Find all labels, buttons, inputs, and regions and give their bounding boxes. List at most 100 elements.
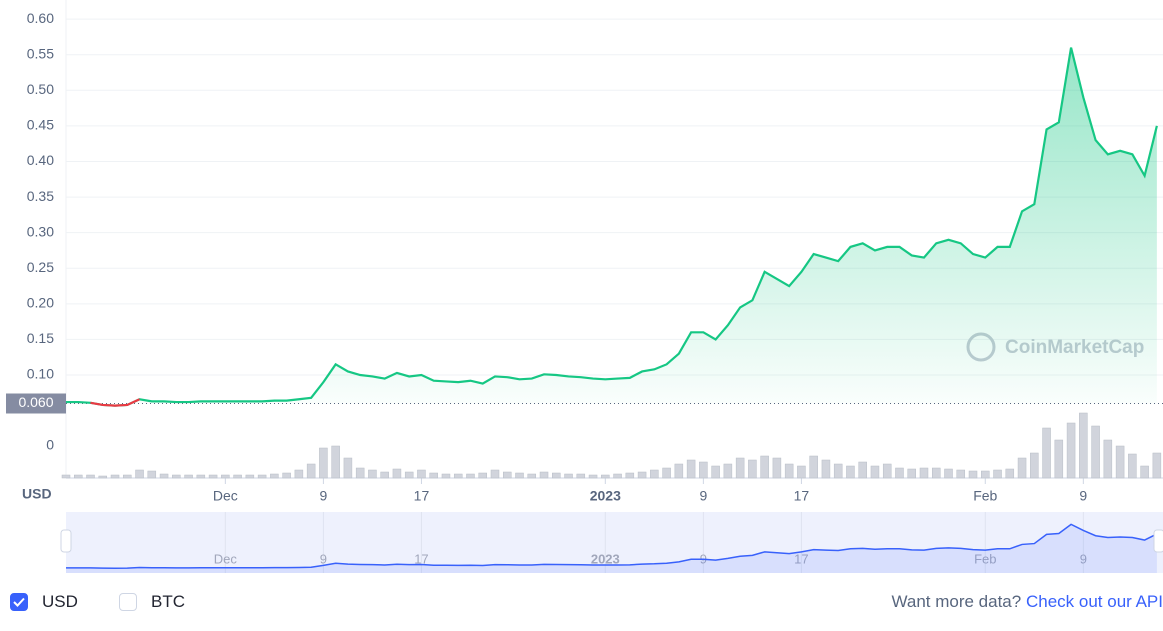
volume-bar <box>1115 445 1125 479</box>
volume-bar <box>1079 412 1088 479</box>
currency-label[interactable]: BTC <box>151 592 185 611</box>
navigator-bg <box>66 512 1163 573</box>
navigator-area <box>66 524 1157 573</box>
volume-bar <box>858 461 867 479</box>
volume-bar <box>355 467 365 479</box>
volume-bar <box>723 463 733 479</box>
y-tick-label: 0.50 <box>27 81 54 97</box>
volume-bar <box>221 474 230 479</box>
controls: USD BTC Want more data? Check out our API <box>0 588 1163 618</box>
volume-bar <box>478 472 487 479</box>
y-tick-label: 0.55 <box>27 45 54 61</box>
volume-bar <box>674 463 684 479</box>
y-tick-label: 0.10 <box>27 366 54 382</box>
navigator-handle-right[interactable] <box>1153 529 1163 553</box>
reference-label: 0.060 <box>18 394 53 410</box>
x-tick-label: Feb <box>973 488 997 504</box>
y-tick-label: 0.30 <box>27 223 54 239</box>
volume-bar <box>699 461 708 479</box>
volume-bar <box>625 472 635 479</box>
volume-bar <box>466 473 475 479</box>
volume-bar <box>662 467 671 479</box>
volume-bar <box>343 457 353 479</box>
volume-bar <box>441 473 451 479</box>
volume-bar <box>392 468 402 479</box>
volume-bar <box>245 474 255 479</box>
currency-label[interactable]: USD <box>42 592 78 611</box>
volume-bar <box>380 471 389 479</box>
volume-bar <box>368 469 377 479</box>
volume-bar <box>208 474 218 479</box>
volume-bar <box>1128 453 1137 479</box>
volume-bar <box>882 463 892 479</box>
axis-unit: USD <box>22 486 52 502</box>
checkbox[interactable] <box>119 593 137 611</box>
x-tick-label: 2023 <box>590 488 621 504</box>
volume-bar <box>748 459 757 479</box>
volume-bar <box>172 474 181 479</box>
volume-bar <box>417 469 426 479</box>
volume-bar <box>306 463 316 479</box>
volume-bar <box>1042 427 1051 479</box>
y-tick-label: 0.40 <box>27 152 54 168</box>
volume-bar <box>86 474 95 479</box>
volume-bar <box>1152 452 1162 479</box>
api-prompt: Want more data? Check out our API <box>891 592 1163 612</box>
navigator-tick-label: 17 <box>794 551 808 566</box>
volume-bar <box>821 459 831 479</box>
navigator-handle-left[interactable] <box>60 529 72 553</box>
volume-bar <box>870 465 880 479</box>
volume-bar <box>110 474 120 479</box>
volume-tick-label: 0 <box>46 437 54 453</box>
checkbox[interactable] <box>10 593 28 611</box>
x-tick-label: 9 <box>699 488 707 504</box>
volume-bar <box>515 472 524 479</box>
navigator-tick-label: Feb <box>974 551 996 566</box>
volume-bar <box>809 455 818 479</box>
volume-bar <box>895 467 904 479</box>
navigator-tick-label: 9 <box>320 551 327 566</box>
reference-tag <box>6 393 66 414</box>
currency-option[interactable]: USD <box>10 592 78 612</box>
price-line <box>66 47 1158 407</box>
volume-bar <box>147 470 157 479</box>
volume-bar <box>257 474 267 479</box>
volume-bar <box>907 468 916 479</box>
volume-bar <box>601 474 610 479</box>
volume-bar <box>772 457 782 479</box>
y-tick-label: 0.25 <box>27 259 54 275</box>
volume-bar <box>711 465 720 479</box>
price-area <box>66 47 1157 406</box>
volume-bar <box>1054 439 1064 479</box>
volume-bar <box>1103 439 1113 479</box>
currency-option[interactable]: BTC <box>119 592 185 612</box>
navigator-tick-label: 2023 <box>591 551 620 566</box>
volume-bar <box>270 473 279 479</box>
volume-bar <box>564 473 573 479</box>
y-tick-label: 0.15 <box>27 330 54 346</box>
volume-bar <box>233 474 242 479</box>
volume-bar <box>61 474 71 479</box>
volume-bar <box>196 474 206 479</box>
volume-bar <box>576 473 586 479</box>
api-link[interactable]: Check out our API <box>1025 592 1163 611</box>
volume-bar <box>784 463 794 479</box>
navigator-tick-label: 9 <box>1080 551 1087 566</box>
volume-bar <box>123 474 132 479</box>
volume-bar <box>453 473 463 479</box>
volume-bar <box>1030 452 1039 479</box>
x-tick-label: 17 <box>414 488 430 504</box>
y-tick-label: 0.45 <box>27 117 54 133</box>
volume-bar <box>539 471 549 479</box>
navigator-tick-label: Dec <box>214 551 238 566</box>
navigator-tick-label: 17 <box>414 551 428 566</box>
chart: USD 0.10 0.15 0.20 0.25 0.30 0.35 0.40 0.45 0.50… <box>6 0 1163 573</box>
volume-bar <box>956 469 966 479</box>
volume-bar <box>846 465 855 479</box>
navigator-line <box>66 523 1158 570</box>
volume-bar <box>931 467 941 479</box>
volume-bar <box>968 470 978 479</box>
volume-bar <box>1140 465 1149 479</box>
volume-bar <box>184 474 193 479</box>
